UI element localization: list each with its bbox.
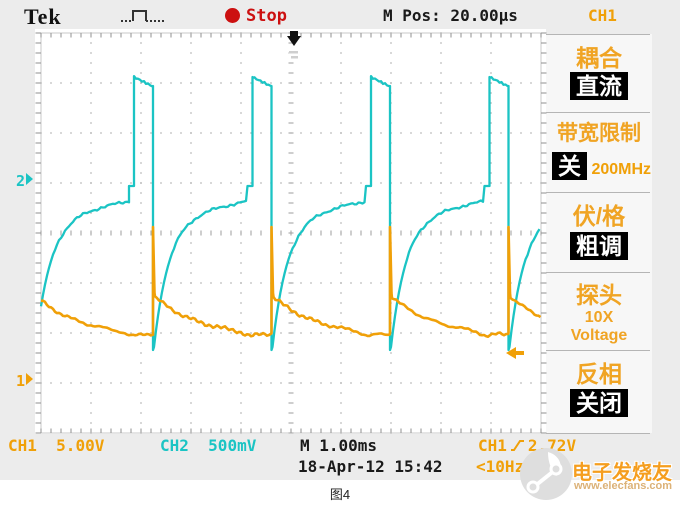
- datetime-readout: 18-Apr-12 15:42: [298, 457, 443, 476]
- ch1-scale-readout: CH1 5.00V: [8, 436, 105, 455]
- menu-coupling-value[interactable]: 直流: [546, 72, 652, 101]
- timebase-readout: M 1.00ms: [300, 436, 378, 455]
- trigger-frequency-readout: <10Hz: [476, 457, 525, 476]
- menu-invert-value[interactable]: 关闭: [546, 389, 652, 418]
- menu-title-channel: CH1: [588, 6, 617, 25]
- menu-separator: [546, 192, 650, 193]
- figure-caption: 图4: [329, 487, 351, 502]
- menu-volts-div-label: 伏/格: [572, 203, 626, 229]
- menu-bandwidth-limit-label: 带宽限制: [557, 122, 641, 145]
- menu-probe-label: 探头: [576, 282, 622, 308]
- ch2-trace: [39, 74, 541, 352]
- menu-separator: [546, 433, 650, 434]
- menu-separator: [546, 272, 650, 273]
- menu-volts-div-value[interactable]: 粗调: [546, 232, 652, 261]
- coupling-dc-option: 直流: [570, 72, 628, 101]
- menu-separator: [546, 112, 650, 113]
- stop-status-icon: [225, 8, 240, 23]
- trigger-position-marker: [290, 31, 298, 36]
- bandwidth-freq-label: 200MHz: [591, 161, 652, 178]
- ch1-position-marker: 1: [16, 372, 25, 390]
- watermark-url[interactable]: www.elecfans.com: [574, 480, 673, 492]
- elecfans-logo-icon: [520, 448, 572, 500]
- bandwidth-off-option: 关: [552, 152, 587, 181]
- menu-bandwidth-value[interactable]: 关 200MHz: [546, 152, 652, 181]
- horizontal-position-readout: M Pos: 20.00µs: [383, 6, 518, 25]
- menu-separator: [546, 350, 650, 351]
- invert-off-option: 关闭: [570, 389, 628, 418]
- trigger-level-marker: [506, 347, 516, 359]
- coarse-option: 粗调: [570, 232, 628, 261]
- ch2-position-marker: 2: [16, 172, 25, 190]
- rising-slope-icon: [510, 440, 524, 451]
- probe-attenuation-label: 10X: [584, 309, 614, 326]
- watermark-name: 电子发烧友: [572, 462, 672, 484]
- probe-type-label: Voltage: [570, 327, 628, 344]
- menu-separator: [546, 34, 650, 35]
- ch2-scale-readout: CH2 500mV: [160, 436, 257, 455]
- acquisition-status: Stop: [246, 6, 287, 26]
- menu-invert-label: 反相: [576, 361, 622, 387]
- menu-coupling-label: 耦合: [576, 45, 622, 71]
- graticule-grid: [35, 32, 547, 434]
- oscilloscope-screen: 2 1 Tek Stop M Pos: 20.00µs CH1 耦合 直流 带宽限…: [0, 0, 680, 480]
- ch1-trace: [40, 225, 542, 339]
- watermark: 电子发烧友 www.elecfans.com: [518, 446, 680, 504]
- trigger-waveform-icon: [121, 10, 164, 22]
- tek-logo: Tek: [24, 4, 62, 29]
